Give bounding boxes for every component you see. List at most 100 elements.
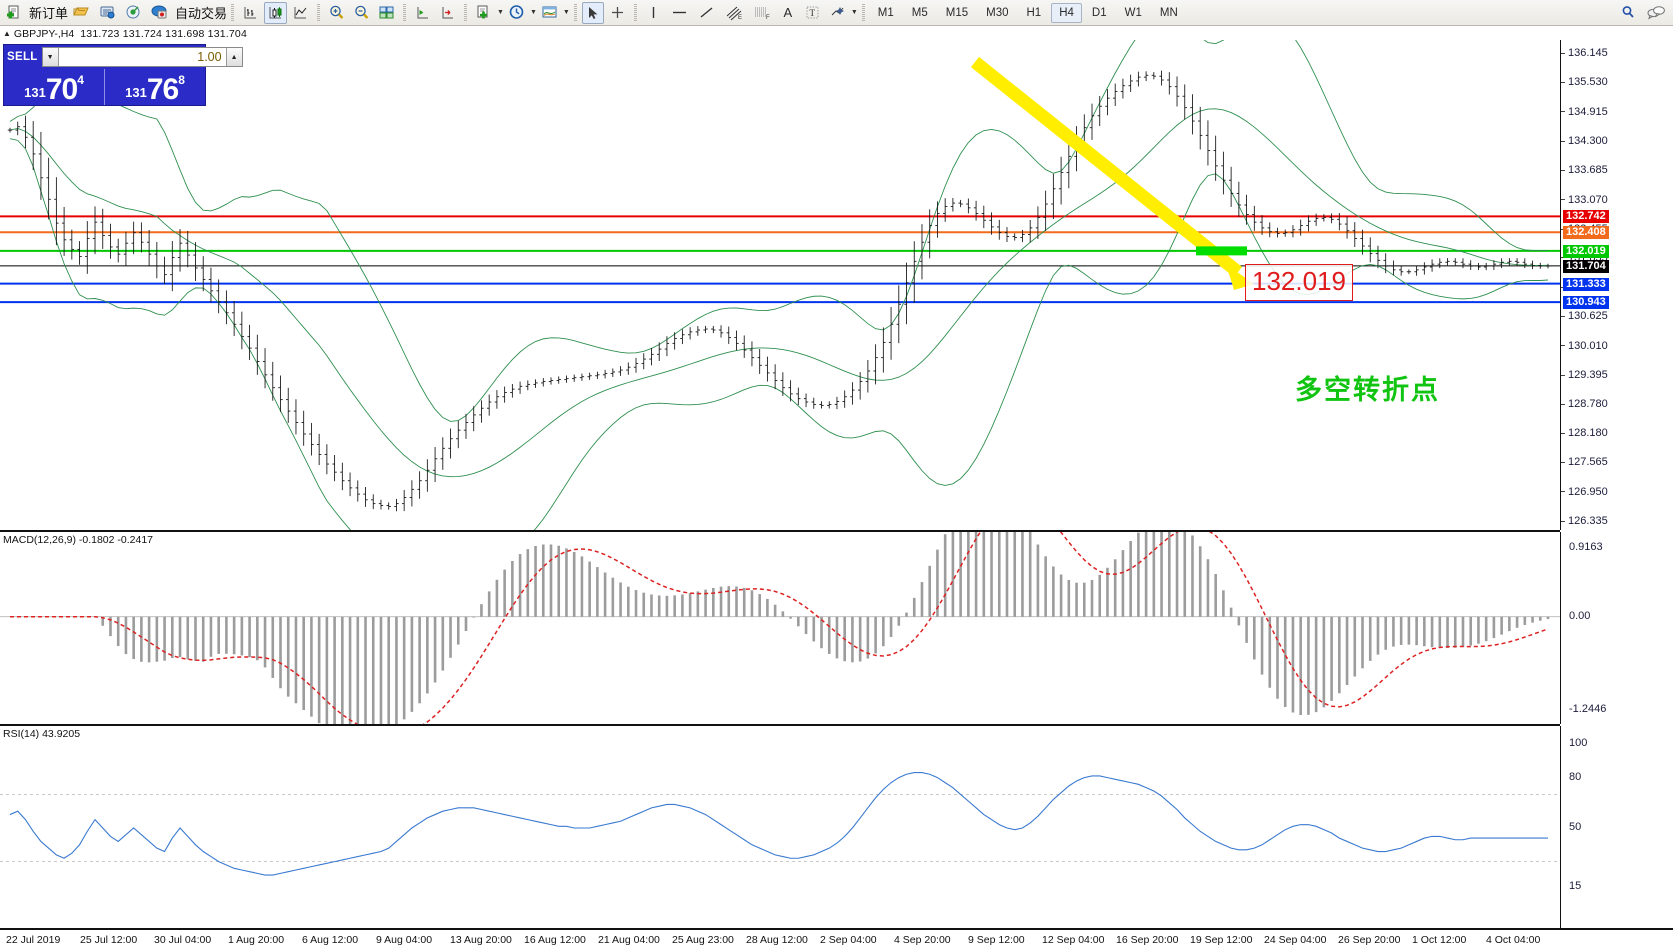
- macd-pane[interactable]: MACD(12,26,9) -0.1802 -0.2417 0.9163 0.00…: [0, 532, 1673, 724]
- chart-area[interactable]: 136.145 135.530 134.915 134.300 133.685 133.0…: [0, 40, 1673, 950]
- buy-price-fraction: 8: [178, 73, 185, 87]
- time-tick: 22 Jul 2019: [6, 934, 61, 946]
- volume-stepper[interactable]: ▼ ▲: [41, 47, 243, 67]
- autotrade-label[interactable]: 自动交易: [175, 6, 228, 21]
- time-tick: 4 Sep 20:00: [894, 934, 951, 946]
- chevron-down-icon[interactable]: ▼: [562, 9, 570, 16]
- hline-icon[interactable]: [667, 2, 692, 24]
- label-icon[interactable]: T: [801, 2, 824, 24]
- rsi-tick: 80: [1569, 770, 1582, 783]
- time-axis[interactable]: 22 Jul 2019 25 Jul 12:00 30 Jul 04:00 1 Aug…: [0, 928, 1673, 950]
- chevron-down-icon[interactable]: ▼: [850, 9, 858, 16]
- macd-axis: 0.9163 0.00 -1.2446: [1560, 532, 1673, 724]
- bar-chart-icon[interactable]: [239, 2, 262, 24]
- equidistant-icon[interactable]: E: [721, 2, 747, 24]
- price-callout-annotation: 132.019: [1245, 264, 1353, 301]
- macd-tick: 0.00: [1569, 609, 1591, 622]
- symbol-ohlc: 131.723 131.724 131.698 131.704: [80, 27, 248, 40]
- time-tick: 16 Sep 20:00: [1116, 934, 1179, 946]
- timeframe-h4[interactable]: H4: [1051, 2, 1082, 23]
- time-tick: 24 Sep 04:00: [1264, 934, 1327, 946]
- one-click-trading-panel[interactable]: SELL ▼ ▲ BUY 131 70 4 131 76 8: [3, 44, 271, 106]
- price-badge-resistance[interactable]: 132.408: [1563, 226, 1609, 240]
- rsi-pane[interactable]: RSI(14) 43.9205 100 80 50 15: [0, 726, 1673, 928]
- toolbar-separator: [633, 3, 637, 22]
- price-tick: 129.395: [1561, 369, 1608, 381]
- navigator-icon[interactable]: [121, 2, 145, 24]
- time-tick: 6 Aug 12:00: [302, 934, 359, 946]
- price-tick: 128.780: [1561, 398, 1608, 410]
- sell-price[interactable]: 131 70 4: [4, 69, 104, 105]
- timeframe-m15[interactable]: M15: [945, 6, 969, 19]
- new-order-icon[interactable]: [3, 2, 26, 24]
- price-axis[interactable]: 136.145 135.530 134.915 134.300 133.685 133.0…: [1560, 40, 1673, 530]
- symbol-info-line: ▲ GBPJPY-,H4 131.723 131.724 131.698 131…: [0, 27, 1673, 40]
- macd-tick: 0.9163: [1569, 541, 1603, 553]
- price-tick: 130.010: [1561, 340, 1608, 352]
- zoom-in-icon[interactable]: [325, 2, 348, 24]
- shift-end-icon[interactable]: [436, 2, 459, 24]
- templates-icon[interactable]: [538, 2, 561, 24]
- trendline-icon[interactable]: [694, 2, 719, 24]
- price-badge-last-price[interactable]: 131.704: [1563, 259, 1609, 273]
- chat-icon[interactable]: [1642, 2, 1670, 24]
- folder-icon[interactable]: [69, 2, 93, 24]
- text-icon[interactable]: A: [783, 5, 793, 20]
- sell-button[interactable]: SELL: [7, 51, 38, 63]
- volume-increase-icon[interactable]: ▲: [225, 48, 242, 66]
- time-tick: 12 Sep 04:00: [1042, 934, 1105, 946]
- shift-start-icon[interactable]: [411, 2, 434, 24]
- sell-price-fraction: 4: [77, 73, 84, 87]
- rsi-label: RSI(14) 43.9205: [3, 728, 81, 740]
- toolbar-separator: [464, 3, 468, 22]
- price-badge-resistance[interactable]: 132.742: [1563, 210, 1609, 224]
- macd-plot: [0, 532, 1560, 724]
- volume-decrease-icon[interactable]: ▼: [42, 48, 59, 66]
- toolbar-separator: [317, 3, 321, 22]
- search-icon[interactable]: [1616, 2, 1640, 24]
- buy-price[interactable]: 131 76 8: [105, 69, 205, 105]
- collapse-triangle-icon[interactable]: ▲: [3, 29, 11, 38]
- objects-icon[interactable]: [826, 2, 849, 24]
- rsi-tick: 50: [1569, 821, 1582, 833]
- timeframe-w1[interactable]: W1: [1124, 6, 1142, 19]
- chevron-down-icon[interactable]: ▼: [497, 9, 504, 16]
- timeframe-mn[interactable]: MN: [1159, 6, 1178, 19]
- candlestick-icon[interactable]: [264, 1, 288, 24]
- rsi-tick: 15: [1569, 879, 1582, 892]
- oct-prices: 131 70 4 131 76 8: [4, 69, 205, 105]
- time-tick: 1 Aug 20:00: [228, 934, 285, 946]
- buy-button[interactable]: BUY: [246, 51, 272, 63]
- time-tick: 16 Aug 12:00: [524, 934, 586, 946]
- chinese-note-annotation: 多空转折点: [1295, 375, 1440, 405]
- vline-icon[interactable]: [642, 2, 665, 24]
- indicators-icon[interactable]: [472, 2, 495, 24]
- price-badge-support[interactable]: 130.943: [1563, 296, 1609, 310]
- time-tick: 30 Jul 04:00: [154, 934, 212, 946]
- cursor-icon[interactable]: [581, 1, 604, 24]
- fibonacci-icon[interactable]: F: [749, 2, 775, 24]
- timeframe-d1[interactable]: D1: [1091, 6, 1107, 19]
- period-icon[interactable]: [505, 2, 528, 24]
- time-tick: 13 Aug 20:00: [450, 934, 512, 946]
- price-tick: 128.180: [1561, 427, 1608, 439]
- price-tick: 126.950: [1561, 486, 1608, 498]
- timeframe-m1[interactable]: M1: [877, 6, 894, 19]
- price-badge-support[interactable]: 131.333: [1563, 277, 1609, 291]
- crosshair-icon[interactable]: [606, 2, 629, 24]
- autotrade-icon[interactable]: [147, 2, 172, 24]
- buy-price-main: 76: [146, 73, 179, 106]
- tile-windows-icon[interactable]: [375, 2, 398, 24]
- timeframe-m30[interactable]: M30: [986, 6, 1009, 19]
- zoom-out-icon[interactable]: [350, 2, 373, 24]
- new-order-label[interactable]: 新订单: [29, 6, 69, 21]
- price-pane[interactable]: 136.145 135.530 134.915 134.300 133.685 133.0…: [0, 40, 1673, 530]
- price-badge-pivot[interactable]: 132.019: [1563, 244, 1609, 258]
- timeframe-h1[interactable]: H1: [1026, 6, 1042, 19]
- timeframe-m5[interactable]: M5: [911, 6, 928, 19]
- line-chart-icon[interactable]: [289, 2, 312, 24]
- terminal-icon[interactable]: [95, 2, 119, 24]
- macd-tick: -1.2446: [1569, 703, 1607, 715]
- volume-input[interactable]: [58, 48, 226, 66]
- chevron-down-icon[interactable]: ▼: [529, 9, 537, 16]
